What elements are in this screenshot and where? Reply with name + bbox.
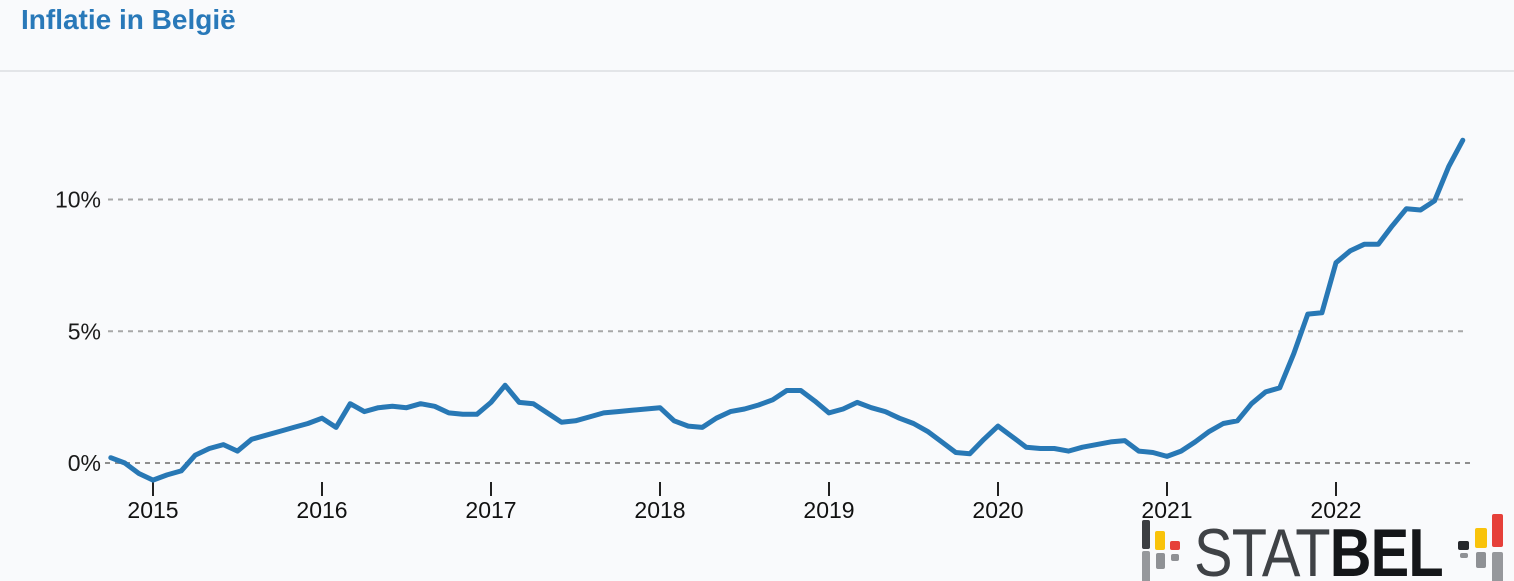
- inflation-line: [108, 137, 1466, 483]
- logo-bar-left-yellow: [1155, 531, 1165, 550]
- logo-bar-right-yellow: [1475, 528, 1487, 548]
- statbel-logo: STATBEL: [1140, 505, 1514, 581]
- x-axis-label: 2016: [296, 497, 347, 523]
- logo-bar-right-gray-small: [1476, 552, 1486, 568]
- logo-bar-right-black: [1458, 541, 1469, 550]
- logo-bar-left-red: [1170, 541, 1180, 550]
- x-axis-label: 2021: [1141, 497, 1192, 523]
- statbel-wordmark: STATBEL: [1194, 519, 1444, 581]
- x-axis-label: 2018: [634, 497, 685, 523]
- x-axis-label: 2015: [127, 497, 178, 523]
- logo-bar-right-gray: [1492, 552, 1503, 581]
- y-axis-label: 10%: [55, 187, 101, 213]
- page-title: Inflatie in België: [21, 4, 236, 35]
- x-axis-label: 2022: [1310, 497, 1361, 523]
- logo-bar-right-gray-tiny: [1460, 553, 1468, 558]
- logo-bar-right-red: [1492, 514, 1503, 547]
- statbel-wordmark-bel: BEL: [1329, 515, 1444, 581]
- x-axis-label: 2019: [803, 497, 854, 523]
- statbel-wordmark-stat: STAT: [1194, 515, 1331, 581]
- y-axis-label: 5%: [68, 318, 101, 344]
- logo-bar-left-gray: [1142, 551, 1150, 581]
- logo-bar-left-black: [1142, 520, 1150, 549]
- y-axis-label: 0%: [68, 450, 101, 476]
- logo-bar-left-gray-small: [1156, 553, 1165, 569]
- x-axis-label: 2017: [465, 497, 516, 523]
- header-divider: [0, 70, 1514, 72]
- logo-bar-left-gray-tiny: [1171, 554, 1179, 561]
- x-axis-label: 2020: [972, 497, 1023, 523]
